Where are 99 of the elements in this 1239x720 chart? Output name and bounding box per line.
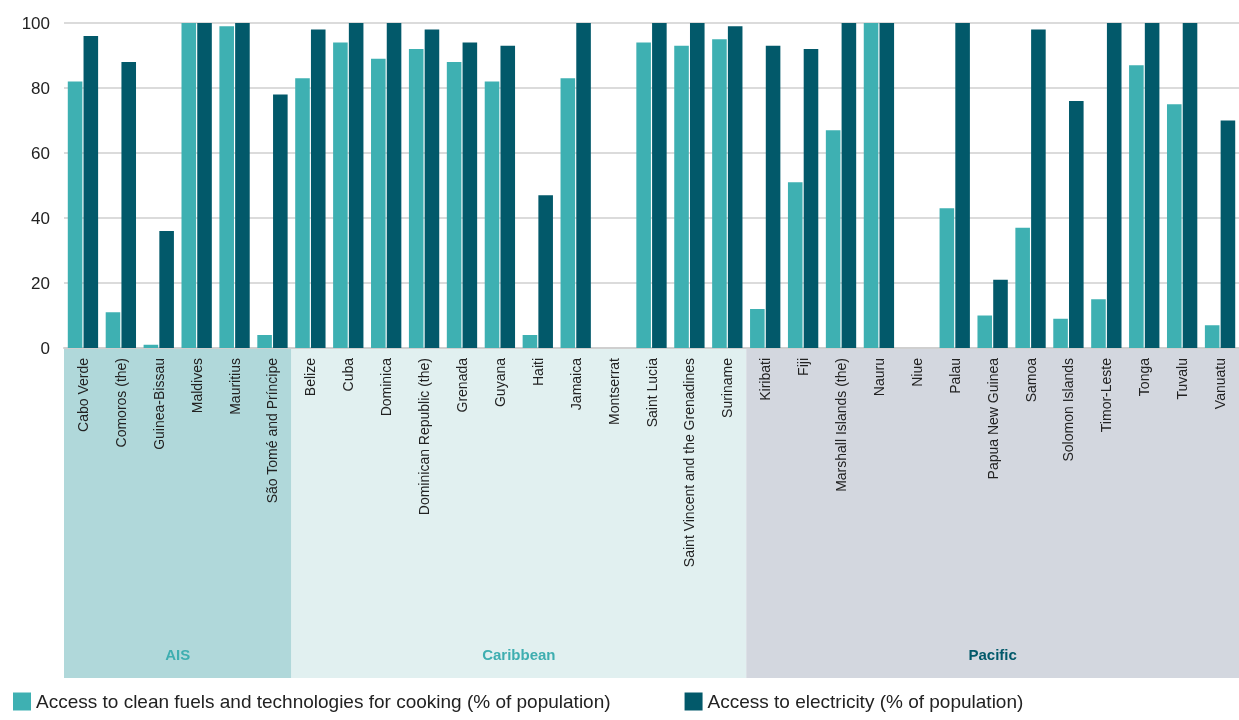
- x-tick-label: Samoa: [1022, 357, 1039, 403]
- x-tick-label: Cuba: [340, 357, 357, 392]
- bar: [273, 94, 288, 348]
- x-tick-label: Montserrat: [605, 357, 622, 425]
- bar: [446, 62, 462, 348]
- bar: [181, 23, 197, 348]
- text: Caribbean: [482, 645, 556, 663]
- x-tick-label: Niue: [908, 357, 925, 387]
- x-tick-label: Grenada: [453, 357, 470, 413]
- bar: [333, 42, 348, 348]
- bar: [197, 23, 212, 348]
- bar: [879, 23, 895, 348]
- bar: [1106, 23, 1122, 348]
- bar: [825, 130, 841, 348]
- y-tick-label: 0: [40, 338, 50, 358]
- x-tick-label: Solomon Islands: [1060, 358, 1077, 462]
- bar: [841, 23, 857, 348]
- bar: [787, 182, 803, 348]
- bar: [803, 49, 819, 348]
- x-tick-label: Nauru: [870, 358, 887, 397]
- bar: [712, 39, 727, 348]
- bar: [576, 23, 591, 348]
- bar: [348, 23, 364, 348]
- x-tick-label: Vanuatu: [1212, 358, 1229, 410]
- bar: [1031, 29, 1046, 348]
- x-tick-label: Suriname: [719, 357, 736, 418]
- bar: [750, 309, 765, 348]
- bar: [863, 23, 879, 348]
- bar: [1166, 104, 1182, 348]
- bar: [993, 279, 1008, 348]
- bar: [1091, 299, 1106, 348]
- bar: [257, 335, 272, 348]
- y-tick-label: 40: [31, 208, 50, 228]
- x-tick-label: Haiti: [529, 358, 546, 387]
- bar: [765, 45, 781, 348]
- x-tick-label: Comoros (the): [112, 358, 129, 448]
- bar: [1144, 23, 1160, 348]
- legend-label: Access to clean fuels and technologies for cooking (% of population): [36, 691, 611, 712]
- x-tick-label: Tuvalu: [1174, 358, 1191, 400]
- bar: [235, 23, 250, 348]
- bar: [1204, 325, 1220, 348]
- x-tick-label: Timor-Leste: [1098, 357, 1115, 433]
- text: AIS: [165, 645, 191, 663]
- x-tick-label: Tonga: [1136, 357, 1153, 397]
- bar: [408, 49, 424, 348]
- bar: [1053, 318, 1068, 348]
- text: Pacific: [968, 645, 1017, 663]
- bar: [484, 81, 500, 348]
- bar: [386, 23, 402, 348]
- bar: [121, 62, 137, 348]
- x-tick-label: Saint Lucia: [643, 357, 660, 428]
- x-tick-label: Guyana: [491, 357, 508, 408]
- bar: [522, 335, 538, 348]
- bar: [1129, 65, 1144, 348]
- bar: [371, 58, 386, 348]
- bar: [462, 42, 478, 348]
- bar: [689, 23, 705, 348]
- bar: [219, 26, 234, 348]
- bar: [1069, 101, 1084, 348]
- bar: [83, 36, 99, 348]
- bar: [310, 29, 326, 348]
- x-tick-label: Marshall Islands (the): [833, 358, 850, 492]
- bar: [67, 81, 83, 348]
- x-tick-label: Maldives: [188, 358, 205, 414]
- x-tick-label: Papua New Guinea: [984, 357, 1001, 480]
- bar: [955, 23, 970, 348]
- y-tick-label: 60: [31, 143, 50, 163]
- x-tick-label: Kiribati: [757, 358, 774, 401]
- bar: [939, 208, 955, 348]
- bar: [1220, 120, 1236, 348]
- legend-label: Access to electricity (% of population): [707, 691, 1024, 712]
- x-tick-label: Cabo Verde: [74, 357, 91, 432]
- y-tick-label: 80: [31, 78, 50, 98]
- bar: [424, 29, 440, 348]
- x-tick-label: Dominica: [378, 357, 395, 417]
- x-tick-label: Dominican Republic (the): [416, 358, 433, 516]
- y-tick-label: 100: [21, 13, 50, 33]
- bar: [727, 26, 743, 348]
- bar: [159, 231, 174, 348]
- bar: [652, 23, 667, 348]
- bar: [500, 45, 516, 348]
- y-tick-label: 20: [31, 273, 50, 293]
- x-tick-label: São Tomé and Príncipe: [264, 357, 281, 504]
- bar: [977, 315, 993, 348]
- x-tick-label: Saint Vincent and the Grenadines: [681, 358, 698, 568]
- bar: [538, 195, 553, 348]
- bar: [295, 78, 310, 348]
- bar: [636, 42, 651, 348]
- bar: [1015, 227, 1030, 348]
- bar: [560, 78, 576, 348]
- x-tick-label: Mauritius: [226, 358, 243, 415]
- x-tick-label: Belize: [302, 357, 319, 397]
- x-tick-label: Jamaica: [567, 357, 584, 411]
- bar: [674, 45, 689, 348]
- x-tick-label: Fiji: [795, 358, 812, 376]
- bar: [1182, 23, 1198, 348]
- x-tick-label: Palau: [946, 358, 963, 394]
- bar: [105, 312, 121, 348]
- x-tick-label: Guinea-Bissau: [150, 358, 167, 450]
